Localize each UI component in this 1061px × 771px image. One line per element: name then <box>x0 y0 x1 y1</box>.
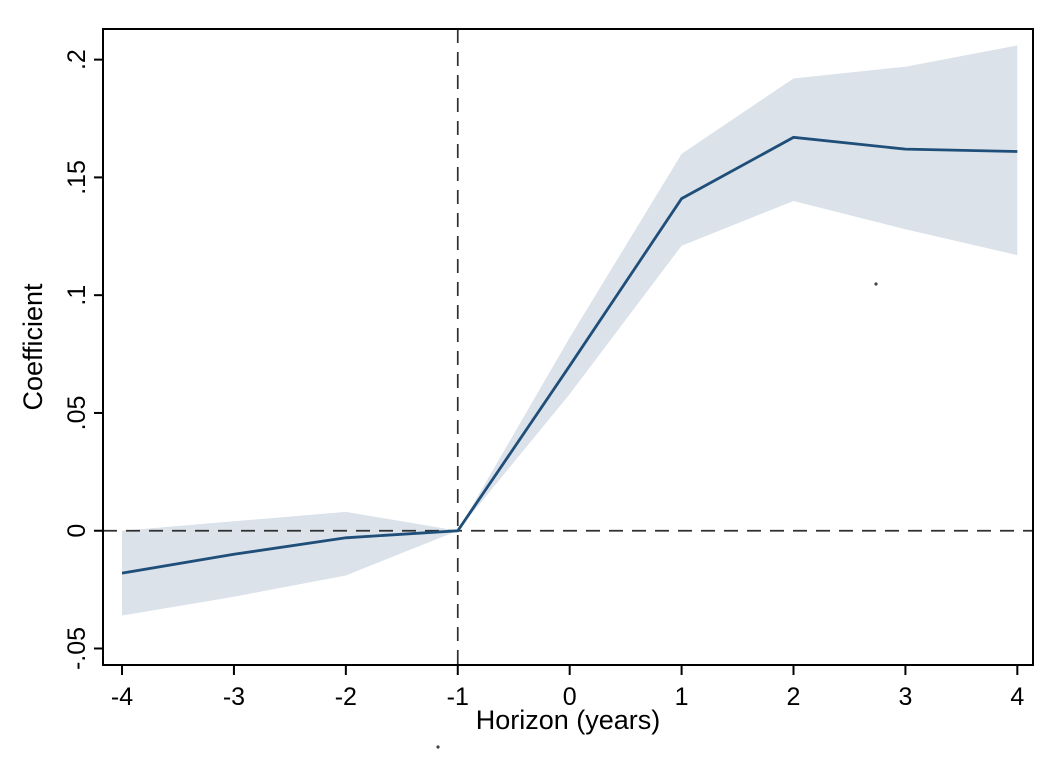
x-tick-label: 4 <box>1010 683 1024 711</box>
x-tick-label: 2 <box>787 683 801 711</box>
x-tick-label: 3 <box>898 683 912 711</box>
y-tick-label: .1 <box>63 285 91 306</box>
x-tick-label: -2 <box>335 683 357 711</box>
x-tick-label: -1 <box>447 683 469 711</box>
y-axis-title: Coefficient <box>18 283 48 411</box>
y-tick-label: .05 <box>63 396 91 431</box>
stray-speck <box>874 282 878 286</box>
y-tick-label: .15 <box>63 160 91 195</box>
reference-line-layer <box>103 29 1033 665</box>
x-tick-label: -3 <box>223 683 245 711</box>
axes-layer: -4 -3 -2 -1 0 1 2 3 4 -.05 0 .05 .1 .15 .2 <box>63 28 1034 711</box>
coefficient-line <box>121 135 1018 575</box>
y-tick-label: .2 <box>63 49 91 70</box>
confidence-band <box>122 45 1018 616</box>
x-tick-label: 1 <box>675 683 689 711</box>
x-tick-label: 0 <box>563 683 577 711</box>
y-tick-label: -.05 <box>63 627 91 670</box>
y-tick-label: 0 <box>63 524 91 538</box>
band-layer <box>122 45 1018 616</box>
x-axis-title: Horizon (years) <box>476 705 661 735</box>
artifact-layer <box>436 282 878 749</box>
series-layer <box>121 135 1018 575</box>
stray-speck <box>436 745 440 749</box>
x-tick-label: -4 <box>111 683 133 711</box>
plot-border <box>102 28 1034 666</box>
